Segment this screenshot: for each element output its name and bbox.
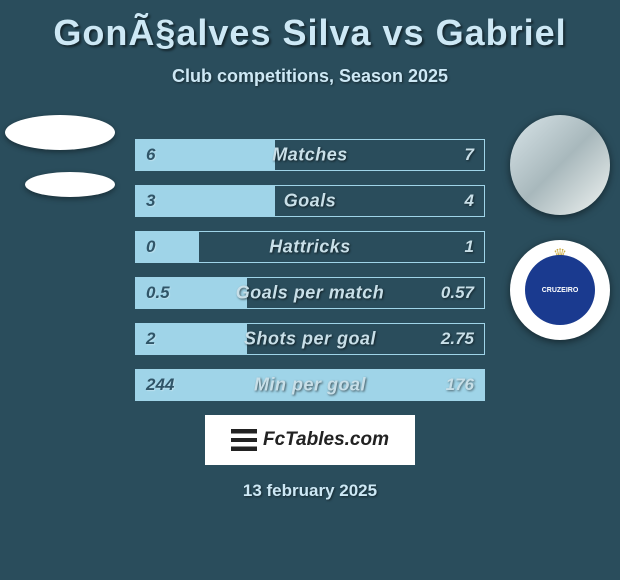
branding-text: FcTables.com	[263, 429, 389, 451]
stat-label: Hattricks	[269, 237, 351, 258]
value-right: 2.75	[441, 329, 474, 349]
right-player-avatars: ♛ CRUZEIRO	[510, 115, 610, 340]
stat-label: Goals per match	[236, 283, 385, 304]
stat-label: Shots per goal	[244, 329, 376, 350]
player2-photo	[510, 115, 610, 215]
branding-box[interactable]: FcTables.com	[205, 415, 415, 465]
value-right: 7	[465, 145, 474, 165]
bar-left	[136, 186, 275, 216]
crest-text: CRUZEIRO	[525, 255, 595, 325]
value-right: 4	[465, 191, 474, 211]
value-left: 3	[146, 191, 155, 211]
bar-left	[136, 140, 275, 170]
value-right: 176	[446, 375, 474, 395]
value-left: 2	[146, 329, 155, 349]
value-right: 0.57	[441, 283, 474, 303]
player1-club-placeholder	[25, 172, 115, 197]
player2-club-crest: ♛ CRUZEIRO	[510, 240, 610, 340]
stat-row: 244 Min per goal 176	[135, 369, 485, 401]
left-player-avatars	[5, 115, 115, 219]
value-left: 244	[146, 375, 174, 395]
stat-label: Min per goal	[254, 375, 366, 396]
subtitle: Club competitions, Season 2025	[0, 66, 620, 87]
stat-row: 0 Hattricks 1	[135, 231, 485, 263]
stats-bars: 6 Matches 7 3 Goals 4 0 Hattricks 1 0.5 Goals per …	[135, 139, 485, 401]
player1-photo-placeholder	[5, 115, 115, 150]
value-left: 0	[146, 237, 155, 257]
value-left: 6	[146, 145, 155, 165]
stat-row: 3 Goals 4	[135, 185, 485, 217]
page-title: GonÃ§alves Silva vs Gabriel	[0, 0, 620, 54]
stat-row: 6 Matches 7	[135, 139, 485, 171]
stat-row: 0.5 Goals per match 0.57	[135, 277, 485, 309]
value-left: 0.5	[146, 283, 170, 303]
stat-label: Goals	[284, 191, 337, 212]
stat-row: 2 Shots per goal 2.75	[135, 323, 485, 355]
stat-label: Matches	[272, 145, 348, 166]
date-label: 13 february 2025	[0, 481, 620, 501]
value-right: 1	[465, 237, 474, 257]
